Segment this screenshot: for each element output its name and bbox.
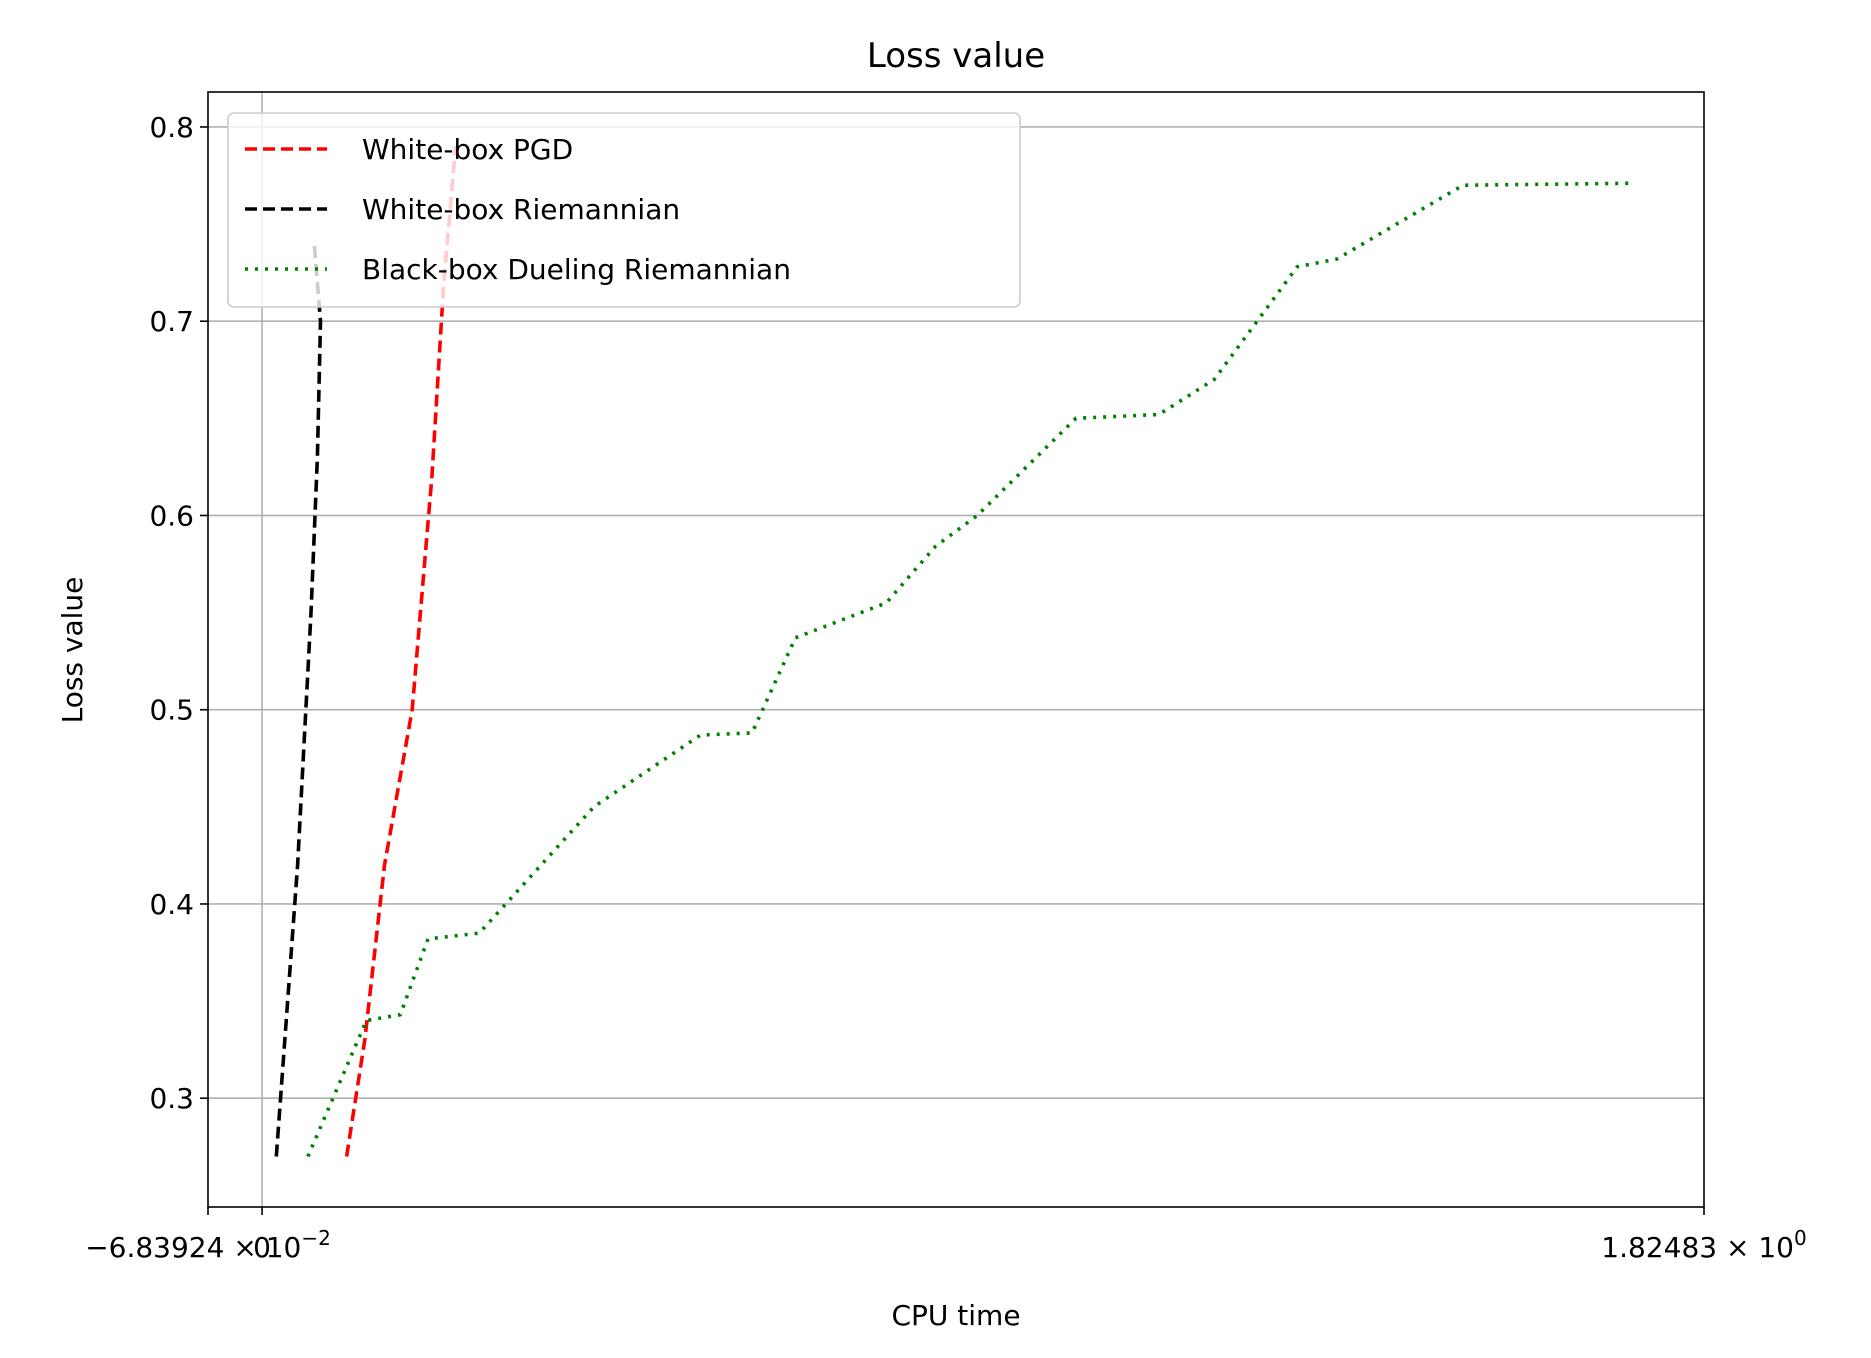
y-axis-ticks: 0.3 0.4 0.5 0.6 0.7 0.8 bbox=[149, 111, 208, 1115]
y-axis-label: Loss value bbox=[56, 577, 89, 724]
x-tick-label-exponent: 0 bbox=[1794, 1226, 1807, 1250]
legend: White-box PGD White-box Riemannian Black-b… bbox=[227, 112, 1021, 308]
y-tick-label: 0.3 bbox=[149, 1082, 194, 1115]
x-tick-label-exponent: −2 bbox=[301, 1226, 330, 1250]
x-tick-label-base: 1.82483 × 10 bbox=[1601, 1231, 1794, 1264]
x-axis-ticks: −6.83924 × 10−20 1.82483 × 100 bbox=[85, 1207, 1807, 1264]
series-line-white-box-pgd bbox=[344, 146, 458, 1157]
chart-title: Loss value bbox=[867, 36, 1045, 76]
x-tick-label: 0 bbox=[253, 1231, 271, 1264]
series-line-white-box-riemannian bbox=[274, 243, 323, 1157]
y-tick-label: 0.6 bbox=[149, 499, 194, 532]
x-axis-label: CPU time bbox=[891, 1299, 1020, 1332]
y-tick-label: 0.7 bbox=[149, 305, 194, 338]
legend-label: White-box PGD bbox=[362, 133, 573, 166]
axes-frame bbox=[207, 91, 1705, 1208]
series-line-black-box-dueling-riemannian bbox=[306, 181, 1630, 1158]
legend-label: Black-box Dueling Riemannian bbox=[362, 253, 791, 286]
y-tick-label: 0.4 bbox=[149, 888, 194, 921]
x-tick-label: 1.82483 × 100 bbox=[1601, 1226, 1806, 1264]
x-tick-label: −6.83924 × 10−2 bbox=[85, 1226, 331, 1264]
x-tick-label-base: 0 bbox=[253, 1231, 271, 1264]
series-lines bbox=[274, 146, 1630, 1158]
x-tick-label-base: −6.83924 × 10 bbox=[85, 1231, 301, 1264]
y-tick-label: 0.8 bbox=[149, 111, 194, 144]
y-tick-label: 0.5 bbox=[149, 694, 194, 727]
legend-box bbox=[227, 112, 1021, 308]
legend-label: White-box Riemannian bbox=[362, 193, 680, 226]
